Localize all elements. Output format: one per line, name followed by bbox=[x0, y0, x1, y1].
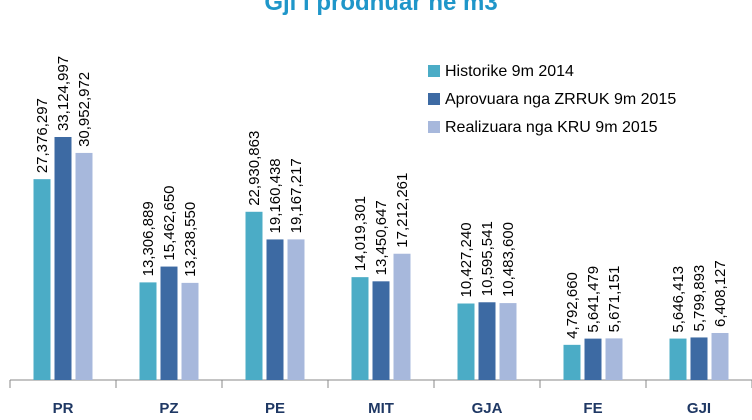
data-label: 33,124,997 bbox=[55, 56, 72, 131]
x-tick-label: PE bbox=[265, 400, 285, 417]
x-tick-label: GJA bbox=[472, 400, 503, 417]
bar bbox=[54, 136, 72, 380]
bar bbox=[372, 281, 390, 380]
data-label: 5,671,151 bbox=[606, 266, 623, 333]
data-label: 5,646,413 bbox=[670, 266, 687, 333]
bar bbox=[139, 282, 157, 380]
bar bbox=[245, 211, 263, 380]
legend-label: Historike 9m 2014 bbox=[445, 63, 574, 80]
data-label: 22,930,863 bbox=[246, 131, 263, 206]
legend-swatch bbox=[428, 121, 440, 133]
bar bbox=[669, 338, 687, 380]
bar bbox=[266, 239, 284, 380]
bar bbox=[33, 179, 51, 380]
bar bbox=[457, 303, 475, 380]
bar bbox=[75, 152, 93, 380]
data-label: 13,238,550 bbox=[182, 202, 199, 277]
data-label: 4,792,660 bbox=[564, 272, 581, 339]
data-label: 10,427,240 bbox=[458, 222, 475, 297]
data-label: 10,483,600 bbox=[500, 222, 517, 297]
data-label: 10,595,541 bbox=[479, 221, 496, 296]
chart-title: Gji i prodhuar në m3 bbox=[264, 0, 497, 16]
data-label: 13,450,647 bbox=[373, 200, 390, 275]
bar bbox=[711, 332, 729, 380]
bar bbox=[181, 282, 199, 380]
x-tick-label: FE bbox=[583, 400, 602, 417]
data-label: 17,212,261 bbox=[394, 173, 411, 248]
data-label: 13,306,889 bbox=[140, 201, 157, 276]
bar bbox=[584, 338, 602, 380]
legend-label: Realizuara nga KRU 9m 2015 bbox=[445, 119, 658, 136]
bar bbox=[605, 338, 623, 380]
bar bbox=[351, 277, 369, 380]
data-label: 15,462,650 bbox=[161, 185, 178, 260]
bar bbox=[563, 344, 581, 380]
bar bbox=[499, 303, 517, 380]
x-tick-label: MIT bbox=[368, 400, 394, 417]
x-tick-label: GJI bbox=[687, 400, 711, 417]
bar bbox=[690, 337, 708, 380]
data-label: 14,019,301 bbox=[352, 196, 369, 271]
bar bbox=[393, 253, 411, 380]
legend-label: Aprovuara nga ZRRUK 9m 2015 bbox=[445, 91, 676, 108]
data-label: 30,952,972 bbox=[76, 72, 93, 147]
x-tick-label: PZ bbox=[159, 400, 178, 417]
data-label: 19,167,217 bbox=[288, 158, 305, 233]
x-tick-label: PR bbox=[53, 400, 74, 417]
data-label: 5,641,479 bbox=[585, 266, 602, 333]
legend-swatch bbox=[428, 93, 440, 105]
bar bbox=[478, 302, 496, 380]
legend-swatch bbox=[428, 65, 440, 77]
bar bbox=[287, 239, 305, 380]
bar bbox=[160, 266, 178, 380]
data-label: 19,160,438 bbox=[267, 158, 284, 233]
data-label: 5,799,893 bbox=[691, 265, 708, 332]
data-label: 6,408,127 bbox=[712, 260, 729, 327]
data-label: 27,376,297 bbox=[34, 98, 51, 173]
